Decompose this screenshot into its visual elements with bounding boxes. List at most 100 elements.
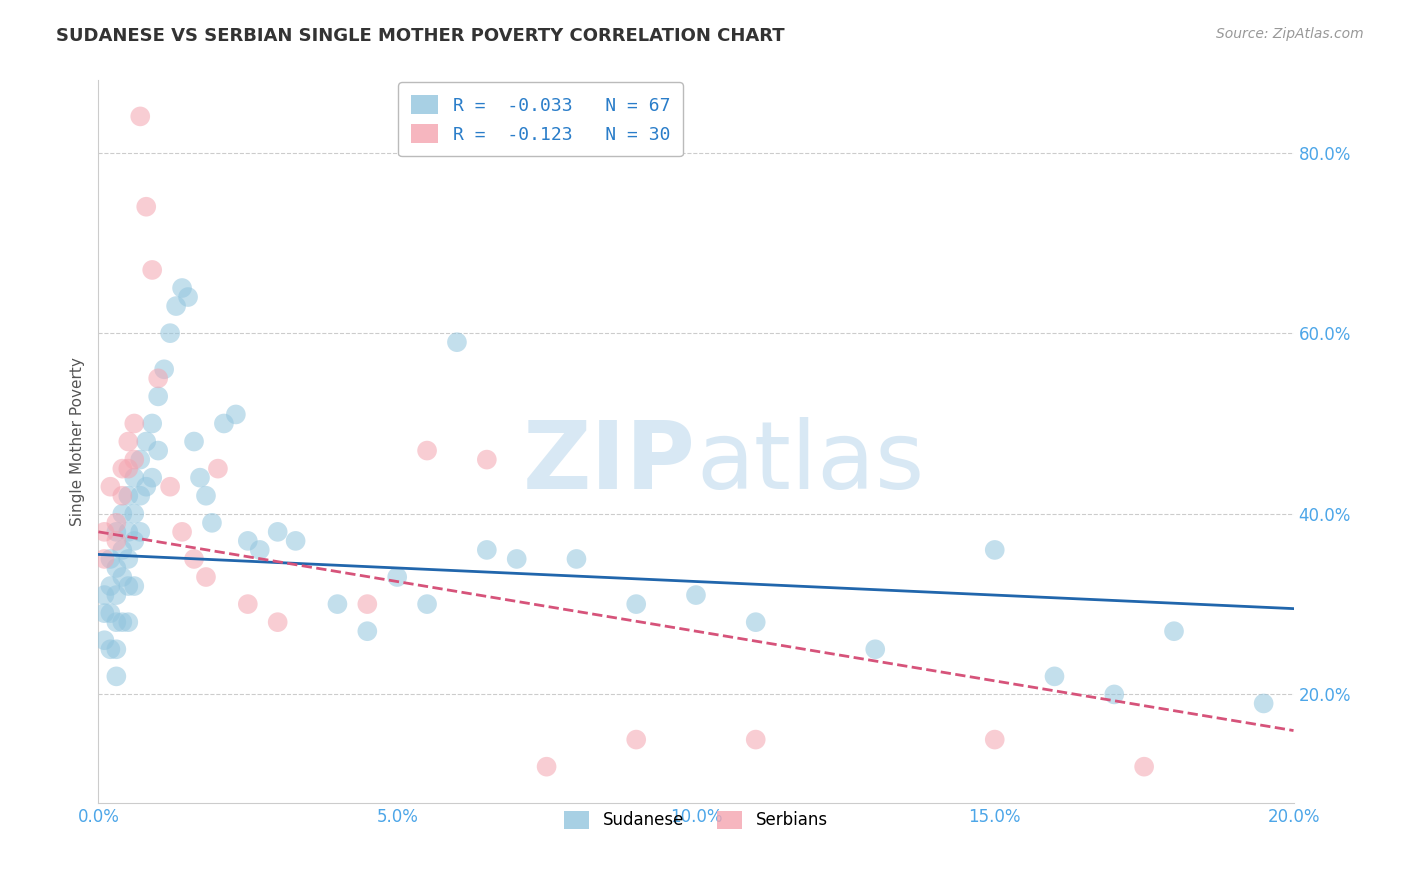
Point: [98, 606, 122, 620]
Text: atlas: atlas: [696, 417, 924, 509]
Point: [984, 542, 1007, 557]
Point: [124, 579, 146, 593]
Point: [129, 524, 152, 539]
Point: [195, 570, 218, 584]
Point: [236, 597, 259, 611]
Point: [148, 443, 170, 458]
Point: [865, 642, 887, 657]
Point: [267, 524, 290, 539]
Point: [207, 461, 229, 475]
Point: [124, 533, 146, 548]
Point: [117, 434, 139, 449]
Point: [249, 542, 271, 557]
Point: [124, 507, 146, 521]
Point: [93, 588, 115, 602]
Point: [98, 642, 122, 657]
Point: [536, 760, 558, 774]
Point: [124, 452, 146, 467]
Point: [105, 642, 128, 657]
Point: [129, 109, 152, 123]
Point: [93, 633, 115, 648]
Point: [1043, 669, 1066, 683]
Point: [201, 516, 224, 530]
Point: [93, 524, 115, 539]
Point: [105, 669, 128, 683]
Point: [626, 732, 648, 747]
Point: [135, 200, 157, 214]
Point: [117, 524, 139, 539]
Point: [212, 417, 235, 431]
Point: [105, 561, 128, 575]
Point: [111, 489, 134, 503]
Point: [195, 489, 218, 503]
Point: [356, 597, 378, 611]
Point: [117, 615, 139, 630]
Point: [129, 489, 152, 503]
Text: Source: ZipAtlas.com: Source: ZipAtlas.com: [1216, 27, 1364, 41]
Point: [1253, 697, 1275, 711]
Point: [446, 335, 468, 350]
Point: [98, 480, 122, 494]
Point: [177, 290, 200, 304]
Point: [105, 615, 128, 630]
Legend: Sudanese, Serbians: Sudanese, Serbians: [555, 803, 837, 838]
Point: [111, 461, 134, 475]
Point: [416, 597, 439, 611]
Point: [475, 542, 498, 557]
Point: [183, 552, 205, 566]
Point: [626, 597, 648, 611]
Point: [111, 542, 134, 557]
Point: [105, 524, 128, 539]
Point: [105, 588, 128, 602]
Text: SUDANESE VS SERBIAN SINGLE MOTHER POVERTY CORRELATION CHART: SUDANESE VS SERBIAN SINGLE MOTHER POVERT…: [56, 27, 785, 45]
Point: [111, 570, 134, 584]
Point: [135, 434, 157, 449]
Point: [117, 552, 139, 566]
Point: [129, 452, 152, 467]
Point: [105, 533, 128, 548]
Point: [745, 615, 768, 630]
Point: [745, 732, 768, 747]
Y-axis label: Single Mother Poverty: Single Mother Poverty: [69, 357, 84, 526]
Point: [416, 443, 439, 458]
Point: [267, 615, 290, 630]
Point: [153, 362, 176, 376]
Point: [165, 299, 187, 313]
Point: [1133, 760, 1156, 774]
Point: [141, 471, 163, 485]
Point: [356, 624, 378, 639]
Point: [1104, 687, 1126, 701]
Point: [141, 263, 163, 277]
Point: [93, 552, 115, 566]
Point: [506, 552, 529, 566]
Point: [117, 461, 139, 475]
Point: [1163, 624, 1185, 639]
Point: [141, 417, 163, 431]
Point: [148, 389, 170, 403]
Point: [183, 434, 205, 449]
Point: [385, 570, 409, 584]
Point: [225, 408, 247, 422]
Point: [172, 281, 194, 295]
Point: [159, 326, 181, 341]
Point: [124, 471, 146, 485]
Point: [124, 417, 146, 431]
Point: [475, 452, 498, 467]
Point: [98, 552, 122, 566]
Point: [236, 533, 259, 548]
Point: [565, 552, 588, 566]
Point: [117, 489, 139, 503]
Point: [188, 471, 211, 485]
Point: [93, 606, 115, 620]
Point: [685, 588, 707, 602]
Point: [159, 480, 181, 494]
Point: [111, 615, 134, 630]
Point: [135, 480, 157, 494]
Point: [111, 507, 134, 521]
Point: [105, 516, 128, 530]
Point: [284, 533, 307, 548]
Point: [98, 579, 122, 593]
Text: ZIP: ZIP: [523, 417, 696, 509]
Point: [984, 732, 1007, 747]
Point: [117, 579, 139, 593]
